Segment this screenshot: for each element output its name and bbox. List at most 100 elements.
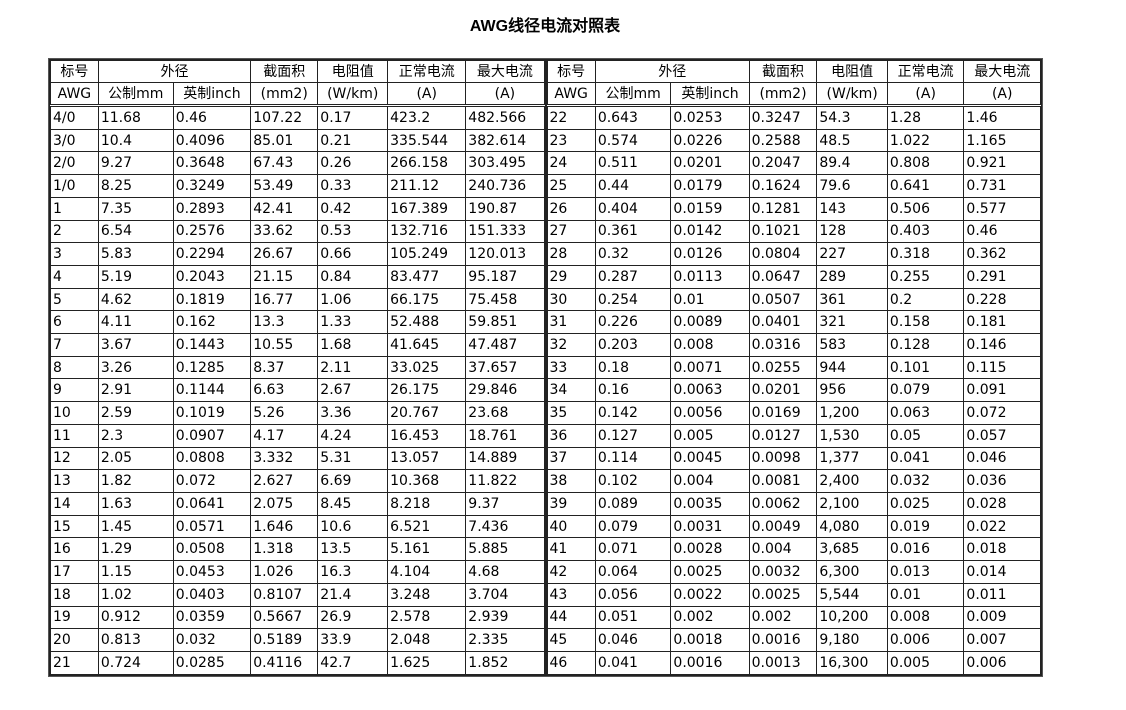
table-row: 3 5.83 0.2294 26.67 0.66 105.249 120.013 [50, 242, 545, 266]
cell-imperial-inch: 0.0159 [670, 196, 750, 221]
cell-metric-mm: 0.203 [594, 333, 672, 357]
cell-awg: 39 [546, 492, 596, 516]
cell-metric-mm: 0.813 [97, 628, 174, 652]
cell-metric-mm: 1.63 [97, 492, 174, 516]
cell-awg: 14 [50, 492, 99, 516]
cell-resistance: 54.3 [816, 104, 888, 130]
column-subheader: (A) [387, 82, 467, 106]
cell-resistance: 583 [816, 333, 888, 357]
cell-normal-current: 1.28 [886, 104, 965, 130]
cell-imperial-inch: 0.0571 [172, 514, 252, 539]
cell-awg: 3 [50, 242, 99, 266]
column-subheader: (mm2) [748, 82, 818, 106]
cell-metric-mm: 0.287 [594, 264, 672, 289]
cell-max-current: 2.335 [465, 628, 545, 652]
cell-max-current: 0.006 [963, 650, 1041, 676]
cell-normal-current: 5.161 [387, 537, 467, 562]
cell-resistance: 89.4 [816, 151, 888, 176]
column-subheader: 英制inch [670, 82, 750, 106]
table-row: 44 0.051 0.002 0.002 10,200 0.008 0.009 [546, 605, 1041, 630]
cell-cross-section: 2.627 [250, 469, 319, 493]
cell-cross-section: 6.63 [250, 378, 319, 403]
table-row: 40 0.079 0.0031 0.0049 4,080 0.019 0.022 [546, 514, 1041, 539]
cell-awg: 43 [546, 582, 596, 607]
cell-imperial-inch: 0.0071 [670, 355, 750, 380]
cell-normal-current: 211.12 [387, 174, 467, 198]
cell-awg: 11 [50, 423, 99, 448]
cell-awg: 12 [50, 446, 99, 471]
cell-resistance: 1.33 [317, 310, 389, 335]
cell-resistance: 944 [816, 355, 888, 380]
cell-max-current: 0.007 [963, 628, 1041, 652]
cell-metric-mm: 2.3 [97, 423, 174, 448]
cell-awg: 6 [50, 310, 99, 335]
cell-normal-current: 0.013 [886, 560, 965, 584]
cell-normal-current: 0.016 [886, 537, 965, 562]
column-header: 最大电流 [963, 60, 1041, 83]
cell-cross-section: 3.332 [250, 446, 319, 471]
cell-cross-section: 0.0169 [748, 401, 818, 425]
column-subheader: (A) [465, 82, 545, 106]
cell-metric-mm: 0.079 [594, 514, 672, 539]
cell-max-current: 3.704 [465, 582, 545, 607]
cell-resistance: 0.17 [317, 104, 389, 130]
cell-normal-current: 16.453 [387, 423, 467, 448]
cell-resistance: 143 [816, 196, 888, 221]
cell-resistance: 48.5 [816, 128, 888, 153]
cell-imperial-inch: 0.1443 [172, 333, 252, 357]
cell-cross-section: 0.1281 [748, 196, 818, 221]
cell-awg: 26 [546, 196, 596, 221]
cell-max-current: 95.187 [465, 264, 545, 289]
cell-imperial-inch: 0.0025 [670, 560, 750, 584]
cell-imperial-inch: 0.0028 [670, 537, 750, 562]
cell-imperial-inch: 0.002 [670, 605, 750, 630]
cell-imperial-inch: 0.0126 [670, 242, 750, 266]
table-row: 34 0.16 0.0063 0.0201 956 0.079 0.091 [546, 378, 1041, 403]
cell-max-current: 0.014 [963, 560, 1041, 584]
cell-max-current: 2.939 [465, 605, 545, 630]
cell-cross-section: 8.37 [250, 355, 319, 380]
cell-resistance: 0.26 [317, 151, 389, 176]
cell-max-current: 0.057 [963, 423, 1041, 448]
cell-awg: 4/0 [50, 104, 99, 130]
cell-awg: 25 [546, 174, 596, 198]
cell-awg: 7 [50, 333, 99, 357]
cell-cross-section: 0.004 [748, 537, 818, 562]
cell-awg: 4 [50, 264, 99, 289]
table-row: 38 0.102 0.004 0.0081 2,400 0.032 0.036 [546, 469, 1041, 493]
cell-metric-mm: 0.912 [97, 605, 174, 630]
table-row: 29 0.287 0.0113 0.0647 289 0.255 0.291 [546, 264, 1041, 289]
cell-max-current: 0.731 [963, 174, 1041, 198]
cell-awg: 22 [546, 104, 596, 130]
table-row: 24 0.511 0.0201 0.2047 89.4 0.808 0.921 [546, 151, 1041, 176]
cell-imperial-inch: 0.1144 [172, 378, 252, 403]
cell-metric-mm: 1.02 [97, 582, 174, 607]
cell-cross-section: 0.0062 [748, 492, 818, 516]
cell-max-current: 0.146 [963, 333, 1041, 357]
cell-imperial-inch: 0.2294 [172, 242, 252, 266]
cell-resistance: 3,685 [816, 537, 888, 562]
cell-resistance: 10.6 [317, 514, 389, 539]
cell-normal-current: 0.318 [886, 242, 965, 266]
cell-resistance: 6,300 [816, 560, 888, 584]
cell-normal-current: 0.006 [886, 628, 965, 652]
cell-awg: 24 [546, 151, 596, 176]
cell-resistance: 16,300 [816, 650, 888, 676]
cell-imperial-inch: 0.3648 [172, 151, 252, 176]
cell-awg: 9 [50, 378, 99, 403]
cell-cross-section: 0.0804 [748, 242, 818, 266]
cell-normal-current: 0.079 [886, 378, 965, 403]
table-row: 14 1.63 0.0641 2.075 8.45 8.218 9.37 [50, 492, 545, 516]
cell-metric-mm: 3.26 [97, 355, 174, 380]
column-header: 标号 [546, 60, 596, 83]
table-row: 39 0.089 0.0035 0.0062 2,100 0.025 0.028 [546, 492, 1041, 516]
cell-imperial-inch: 0.0142 [670, 219, 750, 244]
cell-normal-current: 0.005 [886, 650, 965, 676]
cell-normal-current: 423.2 [387, 104, 467, 130]
cell-imperial-inch: 0.01 [670, 287, 750, 312]
cell-awg: 21 [50, 650, 99, 676]
cell-awg: 19 [50, 605, 99, 630]
cell-imperial-inch: 0.0089 [670, 310, 750, 335]
cell-max-current: 11.822 [465, 469, 545, 493]
cell-imperial-inch: 0.0063 [670, 378, 750, 403]
